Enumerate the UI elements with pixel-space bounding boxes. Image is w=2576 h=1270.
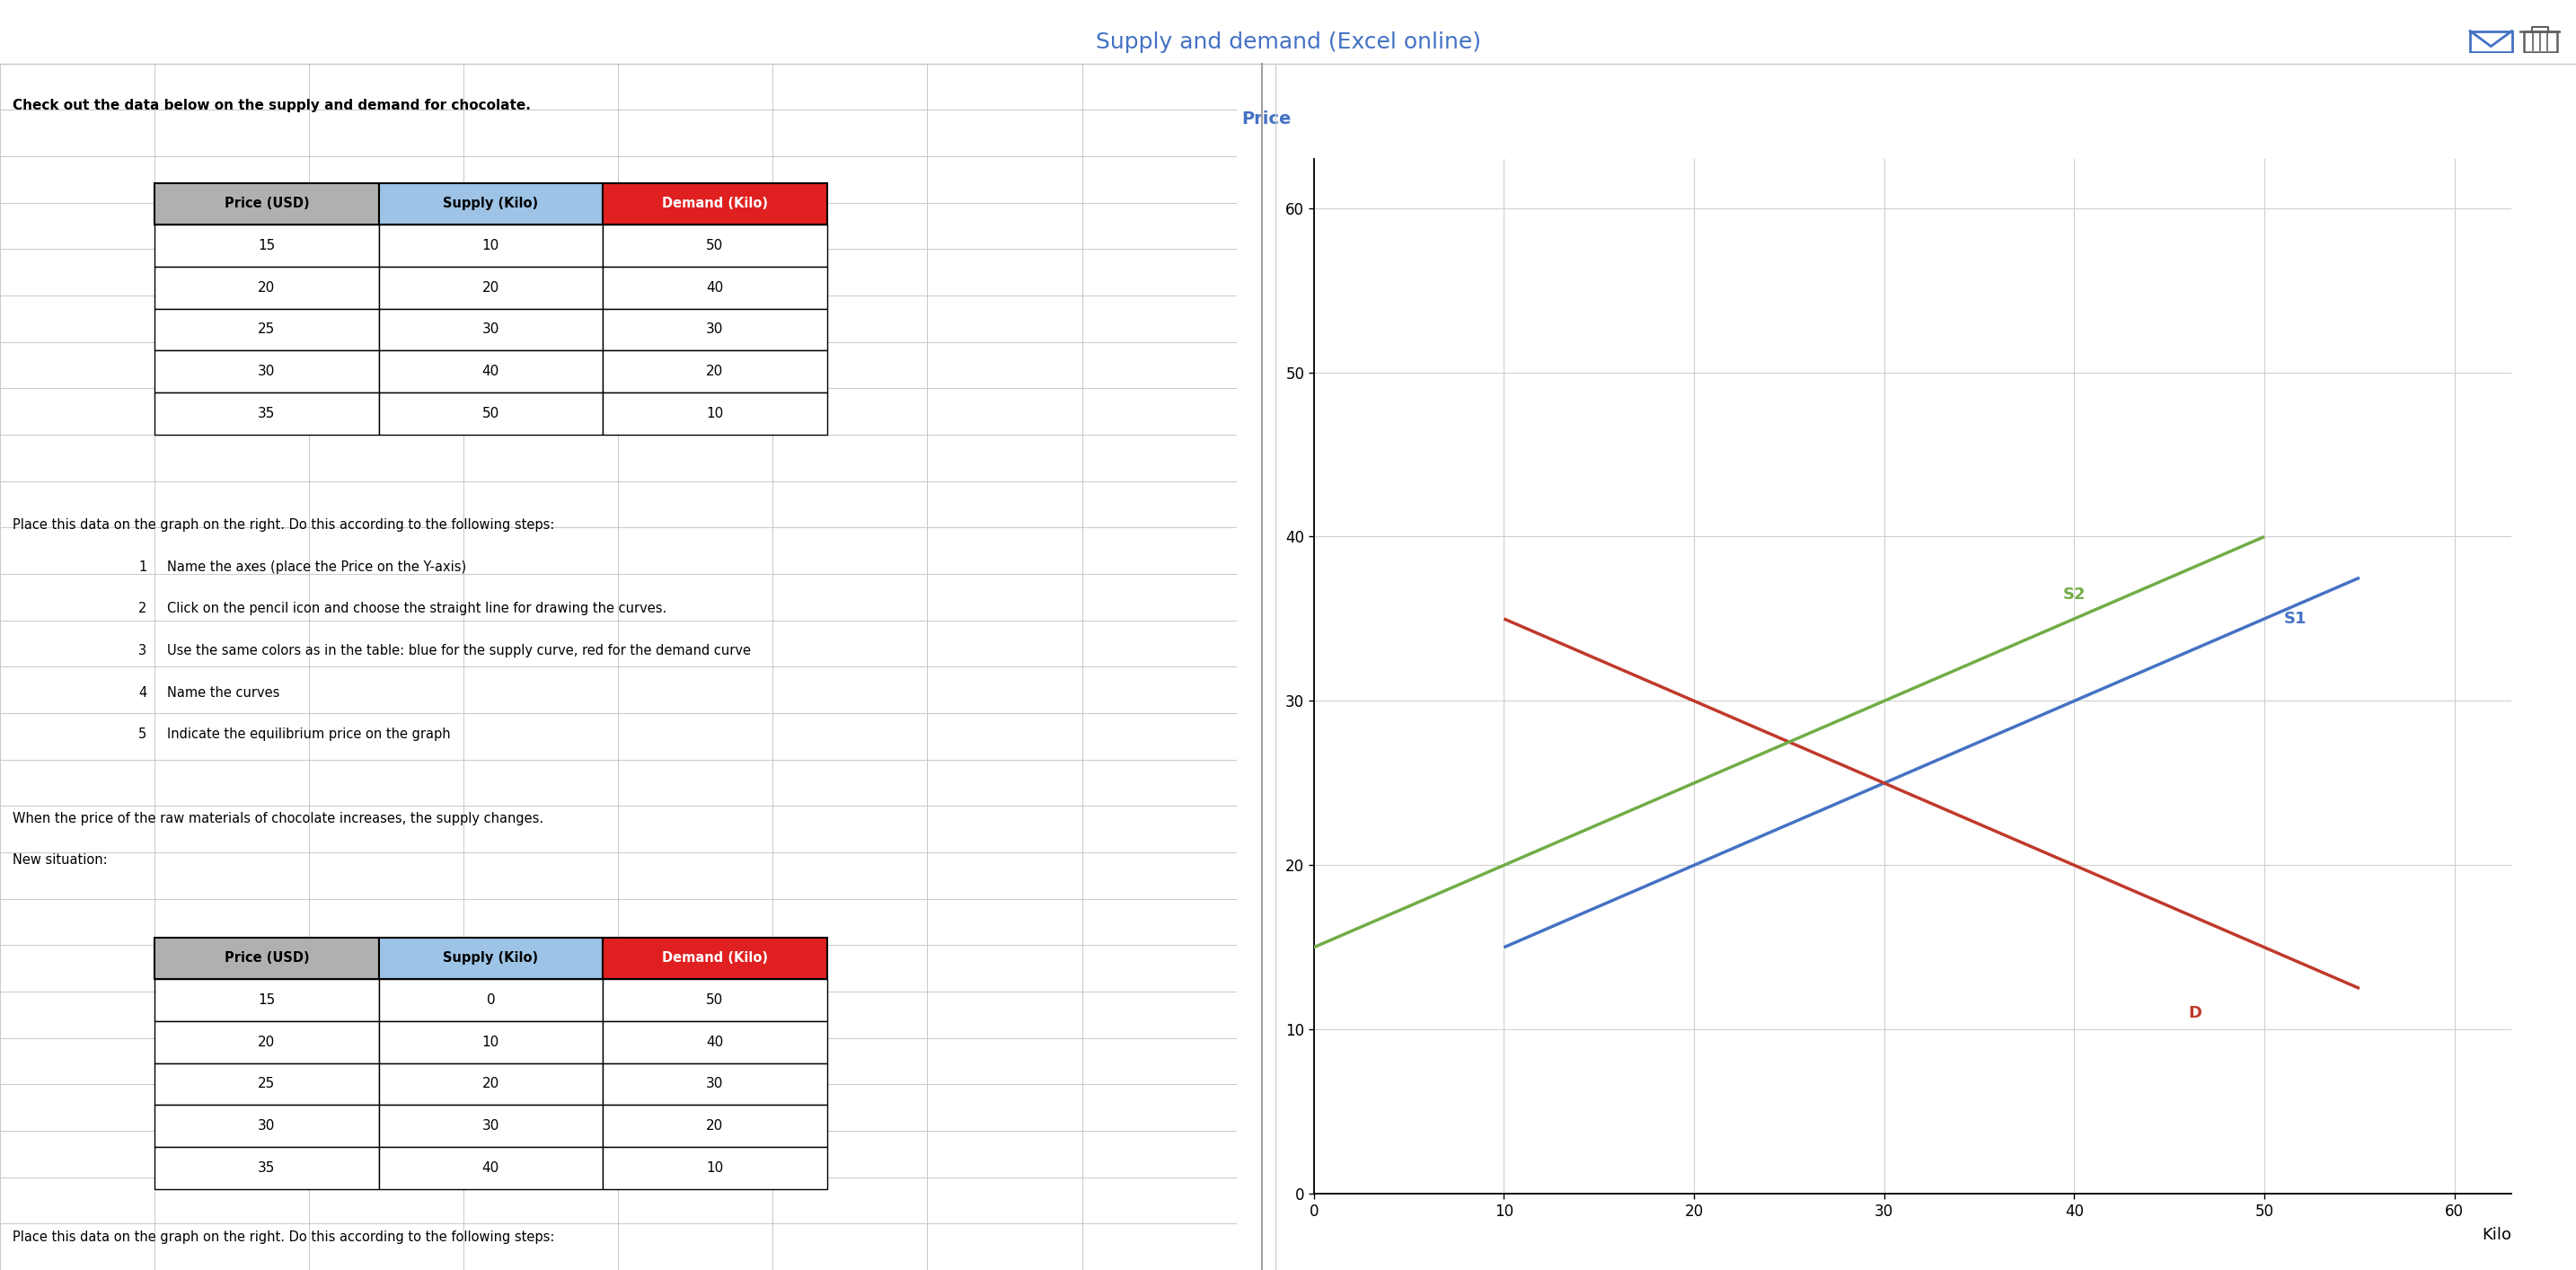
Bar (379, 225, 603, 267)
Text: 40: 40 (482, 364, 500, 378)
Text: Use the same colors as in the table: blue for the supply curve, red for the dema: Use the same colors as in the table: blu… (167, 644, 752, 658)
Text: Place this data on the graph on the right. Do this according to the following st: Place this data on the graph on the righ… (13, 518, 554, 532)
Text: Indicate the equilibrium price on the graph: Indicate the equilibrium price on the gr… (167, 728, 451, 742)
Text: 30: 30 (258, 1119, 276, 1133)
Bar (155, 1105, 379, 1147)
Text: New situation:: New situation: (13, 853, 108, 867)
Text: 30: 30 (706, 323, 724, 337)
Bar (379, 937, 603, 979)
Text: Price (USD): Price (USD) (224, 197, 309, 211)
Text: 50: 50 (482, 406, 500, 420)
Bar (379, 183, 603, 225)
Bar (155, 1063, 379, 1105)
Text: 20: 20 (482, 1077, 500, 1091)
Text: 20: 20 (706, 1119, 724, 1133)
Text: Check out the data below on the supply and demand for chocolate.: Check out the data below on the supply a… (13, 99, 531, 113)
Text: 40: 40 (706, 1035, 724, 1049)
Bar (379, 979, 603, 1021)
Bar (2470, 30, 2512, 52)
Bar (155, 392, 379, 434)
Text: 30: 30 (482, 1119, 500, 1133)
Bar (379, 1147, 603, 1189)
Text: 40: 40 (706, 281, 724, 295)
Bar (155, 267, 379, 309)
Text: 3: 3 (139, 644, 147, 658)
Text: 20: 20 (706, 364, 724, 378)
Text: 10: 10 (706, 406, 724, 420)
Bar (379, 309, 603, 351)
Bar (155, 1021, 379, 1063)
Bar (603, 1021, 827, 1063)
Text: Click on the pencil icon and choose the straight line for drawing the curves.: Click on the pencil icon and choose the … (167, 602, 667, 616)
Bar (603, 309, 827, 351)
Bar (155, 183, 379, 225)
Text: 20: 20 (258, 281, 276, 295)
Text: Name the axes (place the Price on the Y-axis): Name the axes (place the Price on the Y-… (167, 560, 466, 574)
Text: Supply and demand (Excel online): Supply and demand (Excel online) (1095, 32, 1481, 53)
Bar (379, 1105, 603, 1147)
Text: 15: 15 (258, 239, 276, 253)
Text: Demand (Kilo): Demand (Kilo) (662, 951, 768, 965)
Text: 10: 10 (482, 239, 500, 253)
Text: 30: 30 (482, 323, 500, 337)
Bar (155, 351, 379, 392)
Text: Name the curves: Name the curves (167, 686, 281, 700)
Bar (2524, 32, 2558, 52)
Bar (155, 979, 379, 1021)
Bar (603, 267, 827, 309)
Bar (155, 225, 379, 267)
Text: 25: 25 (258, 323, 276, 337)
Bar (603, 1105, 827, 1147)
Text: 25: 25 (258, 1077, 276, 1091)
Text: Demand (Kilo): Demand (Kilo) (662, 197, 768, 211)
Text: 1: 1 (139, 560, 147, 574)
Text: S1: S1 (2282, 611, 2306, 627)
Bar (155, 937, 379, 979)
Text: 50: 50 (706, 239, 724, 253)
Text: Price (USD): Price (USD) (224, 951, 309, 965)
Text: 4: 4 (139, 686, 147, 700)
Text: 30: 30 (706, 1077, 724, 1091)
Text: 30: 30 (258, 364, 276, 378)
Text: 10: 10 (482, 1035, 500, 1049)
Text: Supply (Kilo): Supply (Kilo) (443, 197, 538, 211)
Text: 15: 15 (258, 993, 276, 1007)
Text: Price: Price (1242, 110, 1291, 128)
Text: 35: 35 (258, 406, 276, 420)
Bar (379, 392, 603, 434)
Text: 35: 35 (258, 1161, 276, 1175)
Bar (603, 183, 827, 225)
Bar (603, 979, 827, 1021)
Text: 0: 0 (487, 993, 495, 1007)
Bar (603, 351, 827, 392)
Text: 2: 2 (139, 602, 147, 616)
Text: 20: 20 (482, 281, 500, 295)
Bar (603, 392, 827, 434)
Text: Place this data on the graph on the right. Do this according to the following st: Place this data on the graph on the righ… (13, 1231, 554, 1245)
Bar (155, 1147, 379, 1189)
Text: 5: 5 (139, 728, 147, 742)
Bar (155, 309, 379, 351)
Text: S2: S2 (2063, 587, 2087, 602)
Text: Supply (Kilo): Supply (Kilo) (443, 951, 538, 965)
Bar (603, 1147, 827, 1189)
Text: When the price of the raw materials of chocolate increases, the supply changes.: When the price of the raw materials of c… (13, 812, 544, 826)
Bar (603, 937, 827, 979)
Bar (379, 267, 603, 309)
Text: 40: 40 (482, 1161, 500, 1175)
Bar (379, 351, 603, 392)
Text: 10: 10 (706, 1161, 724, 1175)
Text: 20: 20 (258, 1035, 276, 1049)
Bar (603, 225, 827, 267)
Text: D: D (2190, 1005, 2202, 1021)
Bar (379, 1021, 603, 1063)
X-axis label: Kilo: Kilo (2481, 1227, 2512, 1243)
Bar (603, 1063, 827, 1105)
Bar (379, 1063, 603, 1105)
Text: 50: 50 (706, 993, 724, 1007)
